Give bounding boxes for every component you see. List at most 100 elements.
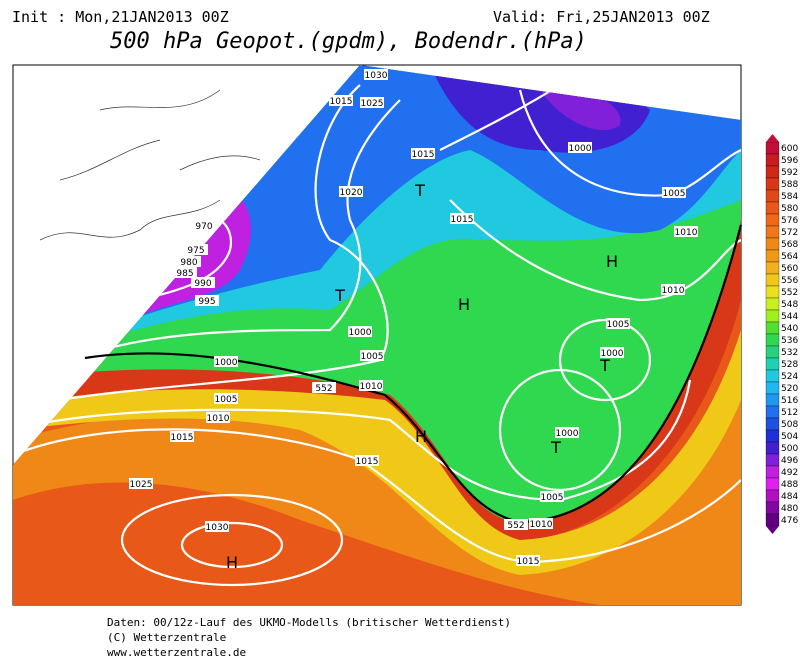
- isobar-label: 985: [176, 269, 193, 279]
- isobar-label: 1010: [675, 228, 698, 238]
- colorbar-swatch: [765, 201, 780, 215]
- colorbar-tick-label: 564: [781, 252, 798, 262]
- pressure-center: H: [606, 252, 618, 271]
- colorbar-tick-label: 584: [781, 192, 798, 202]
- colorbar-tick-label: 528: [781, 360, 798, 370]
- colorbar-tick-label: 504: [781, 432, 798, 442]
- isobar-label-bg: [661, 284, 685, 295]
- colorbar-tick-label: 476: [781, 516, 798, 526]
- colorbar-swatch: [765, 357, 780, 371]
- isobar-label-bg: [504, 519, 528, 530]
- colorbar-swatch: [765, 345, 780, 359]
- isobar-label-bg: [606, 318, 630, 329]
- colorbar-end: [766, 526, 779, 534]
- isobar-label-bg: [214, 356, 238, 367]
- colorbar-swatch: [765, 333, 780, 347]
- colorbar-tick-label: 592: [781, 168, 798, 178]
- isobar-label: 1005: [215, 395, 238, 405]
- isobar-label: 1005: [361, 352, 384, 362]
- isobar-label: 995: [198, 297, 215, 307]
- isobar-label: 1025: [361, 99, 384, 109]
- pressure-center: H: [415, 427, 427, 446]
- colorbar-tick-label: 576: [781, 216, 798, 226]
- colorbar-swatch: [765, 453, 780, 467]
- colorbar-swatch: [765, 513, 780, 527]
- isobar-label: 1015: [412, 150, 435, 160]
- isobar-label-bg: [339, 186, 363, 197]
- isobar-label: 1010: [360, 382, 383, 392]
- isobar-label: 1030: [365, 71, 388, 81]
- map-title: 500 hPa Geopot.(gpdm), Bodendr.(hPa): [110, 29, 587, 54]
- colorbar-tick-label: 588: [781, 180, 798, 190]
- isobar-label: 1000: [349, 328, 372, 338]
- colorbar-swatch: [765, 465, 780, 479]
- coastlines: [39, 89, 261, 241]
- colorbar-tick-label: 492: [781, 468, 798, 478]
- isobar-label-bg: [348, 326, 372, 337]
- isobar-label: 1010: [662, 286, 685, 296]
- isobar-label: 990: [194, 279, 211, 289]
- colorbar-swatch: [765, 477, 780, 491]
- isobar-label-bg: [364, 69, 388, 80]
- pressure-center: H: [458, 295, 470, 314]
- isobar-label: 1005: [663, 189, 686, 199]
- colorbar-swatch: [765, 381, 780, 395]
- colorbar-swatch: [765, 165, 780, 179]
- init-time: Init : Mon,21JAN2013 00Z: [12, 8, 229, 26]
- colorbar-swatch: [765, 489, 780, 503]
- colorbar-tick-label: 572: [781, 228, 798, 238]
- isobar-label: 1015: [517, 557, 540, 567]
- colorbar: 600 596 592 588 584 580 576 572 568 564 560 556 552 5…: [765, 134, 798, 534]
- colorbar-swatch: [765, 321, 780, 335]
- isobar-label: 1015: [171, 433, 194, 443]
- footer-line: www.wetterzentrale.de: [107, 646, 246, 659]
- isobar-label-bg: [662, 187, 686, 198]
- colorbar-swatch: [765, 285, 780, 299]
- isobar-label-bg: [411, 148, 435, 159]
- isobar-label: 970: [195, 222, 212, 232]
- isobar-label-bg: [674, 226, 698, 237]
- colorbar-end: [766, 134, 779, 142]
- isobar-label: 1000: [601, 349, 624, 359]
- isobar-label-bg: [540, 491, 564, 502]
- isobar-label-bg: [214, 393, 238, 404]
- colorbar-tick-label: 524: [781, 372, 798, 382]
- colorbar-tick-label: 484: [781, 492, 798, 502]
- isobar-label-bg: [170, 431, 194, 442]
- isobar-label-bg: [516, 555, 540, 566]
- colorbar-tick-label: 536: [781, 336, 798, 346]
- colorbar-swatch: [765, 213, 780, 227]
- colorbar-swatch: [765, 441, 780, 455]
- isobar-label-bg: [360, 350, 384, 361]
- isobar-label-bg: [312, 382, 336, 393]
- colorbar-swatch: [765, 393, 780, 407]
- isobar-label-bg: [184, 244, 208, 255]
- isobar-label: 1025: [130, 480, 153, 490]
- colorbar-swatch: [765, 501, 780, 515]
- colorbar-tick-label: 500: [781, 444, 798, 454]
- colorbar-tick-label: 600: [781, 144, 798, 154]
- colorbar-tick-label: 560: [781, 264, 798, 274]
- isobar-label-bg: [359, 380, 383, 391]
- isobars: [13, 84, 741, 587]
- isobar-label-bg: [173, 267, 197, 278]
- isobar-label: 552: [315, 384, 332, 394]
- pressure-center: T: [334, 286, 345, 305]
- colorbar-tick-label: 556: [781, 276, 798, 286]
- colorbar-tick-label: 544: [781, 312, 798, 322]
- colorbar-swatch: [765, 225, 780, 239]
- isobar-label: 975: [187, 246, 204, 256]
- colorbar-swatch: [765, 261, 780, 275]
- isobar-label-bg: [191, 277, 215, 288]
- colorbar-tick-label: 568: [781, 240, 798, 250]
- pressure-center: T: [414, 181, 425, 200]
- isobar-label-bg: [192, 220, 216, 231]
- colorbar-tick-label: 532: [781, 348, 798, 358]
- colorbar-swatch: [765, 297, 780, 311]
- colorbar-swatch: [765, 153, 780, 167]
- isobar-label-bg: [195, 295, 219, 306]
- isobar-label-bg: [129, 478, 153, 489]
- valid-time: Valid: Fri,25JAN2013 00Z: [493, 8, 710, 26]
- isobar-label-bg: [529, 518, 553, 529]
